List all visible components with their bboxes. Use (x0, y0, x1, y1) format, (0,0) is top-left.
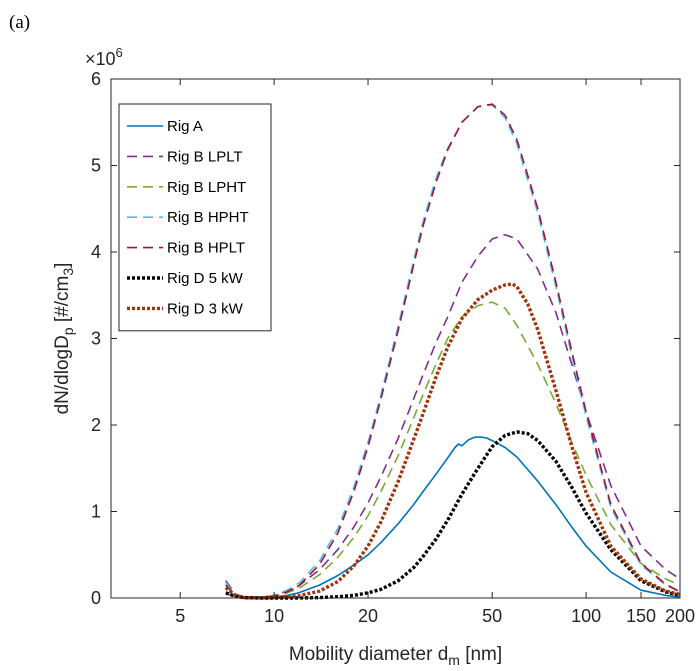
x-tick-label: 200 (665, 606, 695, 626)
panel-label: (a) (9, 12, 31, 33)
x-tick-label: 10 (264, 606, 284, 626)
y-tick-label: 5 (91, 156, 101, 176)
y-tick-label: 6 (91, 69, 101, 89)
x-tick-label: 50 (482, 606, 502, 626)
y-tick-label: 2 (91, 415, 101, 435)
x-tick-label: 150 (626, 606, 656, 626)
legend: Rig A Rig B LPLT Rig B LPHT Rig B HPHT Rig B… (118, 103, 272, 332)
y-tick-label: 1 (91, 502, 101, 522)
legend-label: Rig D 3 kW (167, 300, 244, 317)
series-line-5 (225, 103, 681, 599)
legend-label: Rig B LPLT (167, 148, 243, 165)
x-tick-label: 100 (571, 606, 601, 626)
y-tick-label: 3 (91, 329, 101, 349)
y-tick-label: 4 (91, 242, 101, 262)
y-axis-title: dN/dlogDp [#/cm3] (52, 263, 76, 415)
series-line-4 (225, 104, 681, 599)
y-tick-label: 0 (91, 588, 101, 608)
x-axis-title: Mobility diameter dm [nm] (289, 644, 502, 668)
axes-layer: 5 10 20 50 100 150 200 0 1 2 3 4 5 6×106 Mobility diam… (52, 45, 695, 668)
series-line-1 (225, 436, 681, 599)
legend-label: Rig A (167, 118, 203, 135)
y-exponent-label: ×106 (85, 45, 123, 69)
series-line-7 (224, 282, 681, 600)
legend-label: Rig B HPHT (167, 209, 249, 226)
x-tick-label: 5 (175, 606, 185, 626)
x-tick-label: 20 (358, 606, 378, 626)
legend-label: Rig D 5 kW (167, 270, 244, 287)
legend-label: Rig B HPLT (167, 240, 245, 257)
legend-label: Rig B LPHT (167, 179, 246, 196)
